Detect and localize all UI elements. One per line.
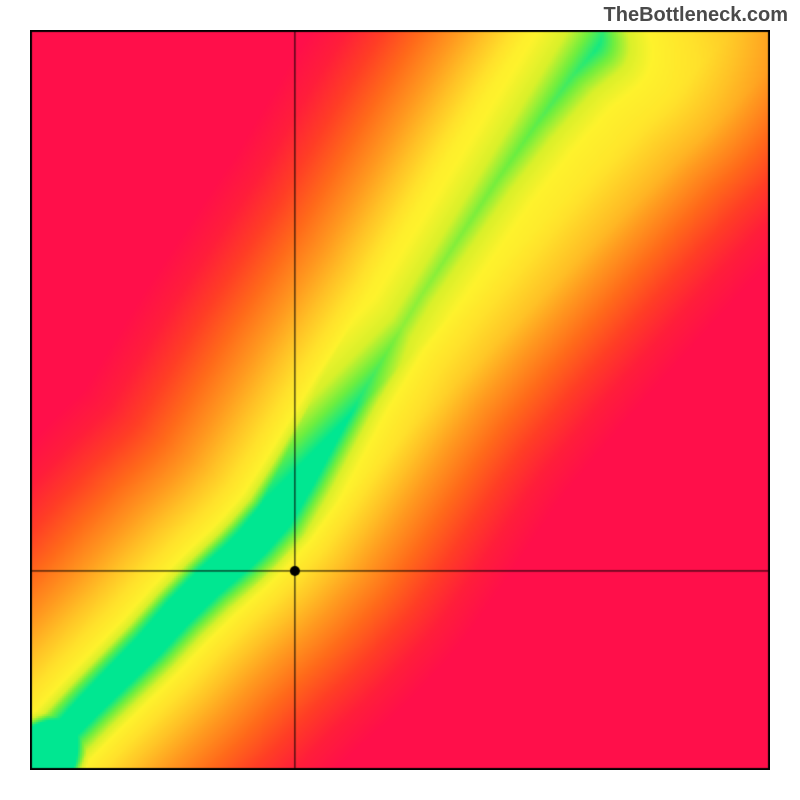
heatmap-plot — [30, 30, 770, 770]
heatmap-canvas — [30, 30, 770, 770]
watermark-text: TheBottleneck.com — [604, 4, 788, 27]
